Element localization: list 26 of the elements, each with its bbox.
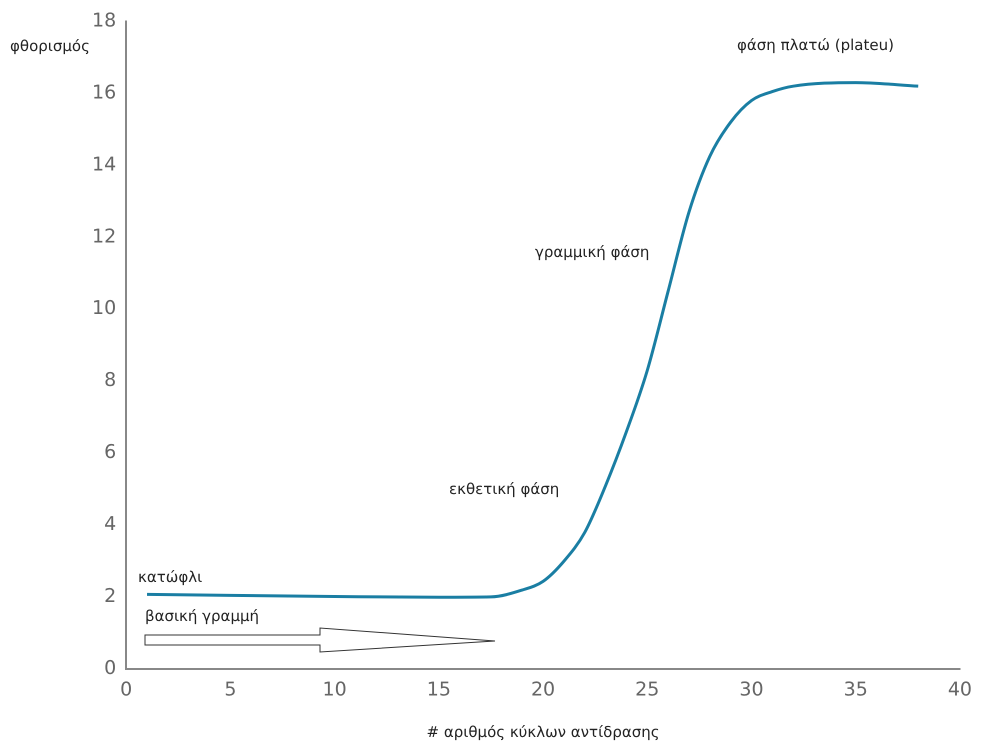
x-tick-label: 15 xyxy=(426,678,451,701)
y-tick-label: 16 xyxy=(92,81,116,104)
annotation: εκθετική φάση xyxy=(449,480,560,498)
y-tick-label: 0 xyxy=(104,657,116,680)
y-tick-label: 8 xyxy=(104,369,116,392)
x-tick-label: 30 xyxy=(739,678,764,701)
y-tick-label: 14 xyxy=(92,153,116,176)
x-tick-label: 20 xyxy=(530,678,556,701)
x-tick-label: 10 xyxy=(322,678,347,701)
y-tick-label: 12 xyxy=(92,225,116,248)
x-axis-title: # αριθμός κύκλων αντίδρασης xyxy=(426,722,660,741)
annotation: βασική γραμμή xyxy=(145,606,260,625)
annotation: φάση πλατώ (plateu) xyxy=(737,36,894,54)
y-tick-label: 6 xyxy=(104,441,116,464)
x-tick-label: 0 xyxy=(120,678,132,701)
y-tick-label: 18 xyxy=(92,9,116,32)
y-tick-label: 2 xyxy=(104,585,116,608)
y-tick-label: 4 xyxy=(104,513,116,536)
annotation: γραμμική φάση xyxy=(535,242,650,261)
x-tick-label: 25 xyxy=(635,678,660,701)
x-tick-label: 5 xyxy=(224,678,236,701)
x-tick-label: 40 xyxy=(948,678,972,701)
x-tick-label: 35 xyxy=(844,678,868,701)
y-axis-title: φθορισμός xyxy=(10,36,90,55)
y-tick-label: 10 xyxy=(92,297,116,320)
annotation: κατώφλι xyxy=(138,568,202,586)
